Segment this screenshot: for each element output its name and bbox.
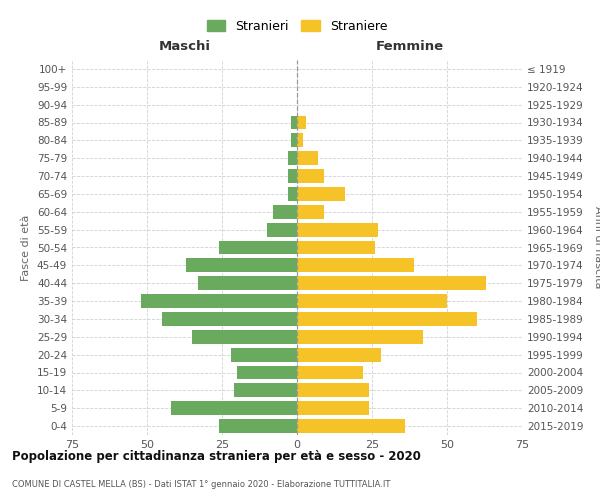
Bar	[297, 348, 381, 362]
Bar	[231, 348, 297, 362]
Bar	[297, 294, 447, 308]
Bar	[297, 240, 375, 254]
Bar	[297, 187, 345, 201]
Bar	[234, 384, 297, 398]
Bar	[297, 384, 369, 398]
Bar	[171, 401, 297, 415]
Bar	[219, 419, 297, 433]
Bar	[288, 187, 297, 201]
Bar	[297, 366, 363, 380]
Bar	[297, 222, 378, 236]
Bar	[297, 134, 303, 147]
Bar	[198, 276, 297, 290]
Bar	[297, 169, 324, 183]
Bar	[297, 258, 414, 272]
Bar	[297, 116, 306, 130]
Text: Femmine: Femmine	[376, 40, 443, 52]
Bar	[297, 401, 369, 415]
Bar	[186, 258, 297, 272]
Bar	[288, 169, 297, 183]
Bar	[297, 330, 423, 344]
Bar	[297, 419, 405, 433]
Bar	[219, 240, 297, 254]
Bar	[162, 312, 297, 326]
Bar	[297, 205, 324, 219]
Bar	[297, 312, 477, 326]
Bar	[288, 151, 297, 165]
Bar	[267, 222, 297, 236]
Bar	[237, 366, 297, 380]
Text: COMUNE DI CASTEL MELLA (BS) - Dati ISTAT 1° gennaio 2020 - Elaborazione TUTTITAL: COMUNE DI CASTEL MELLA (BS) - Dati ISTAT…	[12, 480, 391, 489]
Bar	[297, 276, 486, 290]
Y-axis label: Fasce di età: Fasce di età	[22, 214, 31, 280]
Text: Popolazione per cittadinanza straniera per età e sesso - 2020: Popolazione per cittadinanza straniera p…	[12, 450, 421, 463]
Bar	[273, 205, 297, 219]
Bar	[291, 116, 297, 130]
Y-axis label: Anni di nascita: Anni di nascita	[593, 206, 600, 289]
Text: Maschi: Maschi	[158, 40, 211, 52]
Bar	[192, 330, 297, 344]
Bar	[141, 294, 297, 308]
Bar	[297, 151, 318, 165]
Legend: Stranieri, Straniere: Stranieri, Straniere	[202, 15, 392, 38]
Bar	[291, 134, 297, 147]
